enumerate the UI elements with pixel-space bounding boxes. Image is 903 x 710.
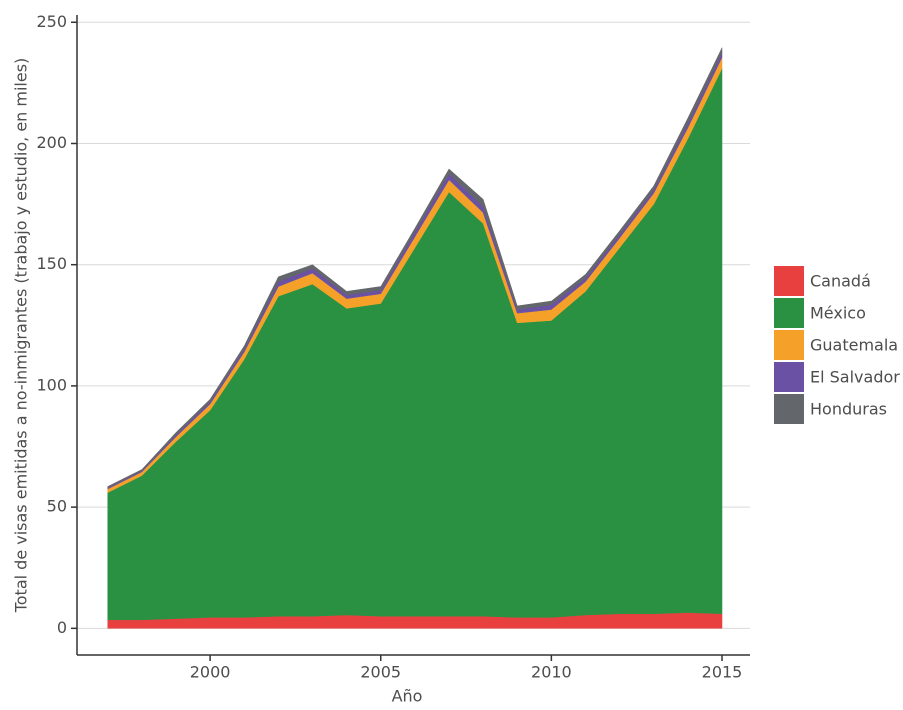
y-tick-label: 50 — [47, 497, 67, 516]
legend-swatch — [774, 362, 804, 392]
y-tick-label: 100 — [36, 375, 67, 394]
y-tick-label: 0 — [57, 618, 67, 637]
legend-label: El Salvador — [810, 368, 900, 387]
y-axis-label: Total de visas emitidas a no-inmigrantes… — [12, 58, 31, 614]
y-tick-label: 200 — [36, 133, 67, 152]
legend-swatch — [774, 266, 804, 296]
x-axis-label: Año — [392, 687, 423, 706]
x-tick-label: 2000 — [190, 663, 231, 682]
legend-swatch — [774, 394, 804, 424]
x-tick-label: 2015 — [702, 663, 743, 682]
x-tick-label: 2010 — [531, 663, 572, 682]
y-tick-label: 150 — [36, 254, 67, 273]
x-tick-label: 2005 — [360, 663, 401, 682]
area — [107, 47, 723, 489]
area — [107, 68, 723, 621]
legend-swatch — [774, 330, 804, 360]
legend-label: México — [810, 304, 866, 323]
y-tick-label: 250 — [36, 12, 67, 31]
legend-label: Canadá — [810, 272, 871, 291]
legend-swatch — [774, 298, 804, 328]
legend-label: Guatemala — [810, 336, 898, 355]
legend-label: Honduras — [810, 400, 887, 419]
